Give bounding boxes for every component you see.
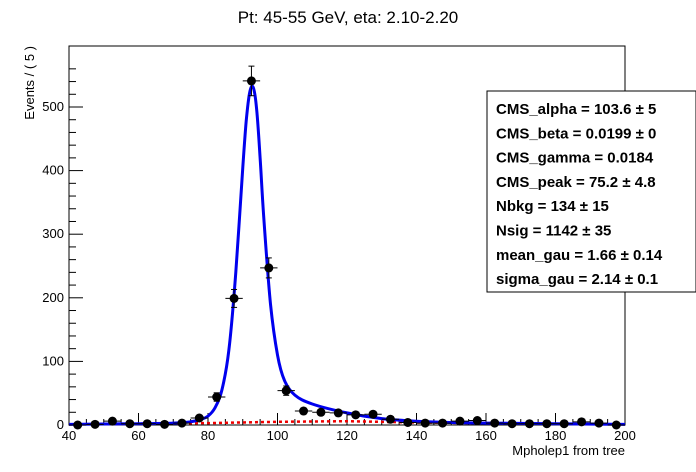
- data-marker: [611, 420, 621, 430]
- data-point: [242, 65, 261, 97]
- data-point: [590, 418, 608, 428]
- data-marker: [125, 419, 135, 429]
- data-point: [451, 416, 469, 426]
- data-point: [486, 418, 504, 428]
- x-axis-title: Mpholep1 from tree: [512, 443, 625, 458]
- data-point: [399, 417, 417, 427]
- data-point: [347, 410, 365, 420]
- data-point: [260, 257, 278, 279]
- y-tick-label: 0: [57, 417, 64, 432]
- data-marker: [507, 419, 517, 429]
- data-point: [103, 416, 122, 426]
- y-tick-label: 100: [42, 353, 64, 368]
- fit-stats-box: [486, 90, 696, 293]
- data-point: [277, 385, 295, 396]
- data-point: [155, 419, 174, 429]
- fit-stats-lines: CMS_alpha = 103.6 ± 5 CMS_beta = 0.0199 ±…: [496, 101, 663, 288]
- x-tick-label: 60: [131, 428, 145, 443]
- data-marker: [90, 419, 100, 429]
- data-point: [572, 417, 591, 427]
- fit-param-cms-gamma: CMS_gamma = 0.0184: [496, 150, 654, 167]
- data-marker: [107, 416, 117, 426]
- data-marker: [490, 418, 500, 428]
- data-marker: [142, 419, 152, 429]
- fit-param-mean-gau: mean_gau = 1.66 ± 0.14: [496, 247, 663, 264]
- chart-title: Pt: 45-55 GeV, eta: 2.10-2.20: [238, 8, 459, 27]
- data-marker: [351, 410, 361, 420]
- data-point: [503, 419, 521, 429]
- data-point: [555, 419, 573, 429]
- x-tick-label: 120: [336, 428, 358, 443]
- data-marker: [333, 408, 343, 418]
- data-marker: [299, 406, 309, 416]
- fit-param-nbkg: Nbkg = 134 ± 15: [496, 198, 609, 215]
- x-tick-label: 100: [267, 428, 289, 443]
- data-marker: [246, 76, 256, 86]
- data-point: [138, 419, 156, 429]
- data-point: [312, 407, 330, 417]
- data-point: [190, 413, 208, 423]
- y-axis: 0 100 200 300 400 500: [42, 68, 83, 432]
- y-tick-label: 400: [42, 163, 64, 178]
- data-point: [520, 419, 539, 429]
- data-marker: [403, 417, 413, 427]
- data-point: [121, 419, 139, 429]
- x-tick-label: 80: [201, 428, 215, 443]
- data-marker: [594, 418, 604, 428]
- data-points-layer: [69, 65, 625, 430]
- data-point: [173, 418, 191, 428]
- data-marker: [73, 420, 83, 430]
- data-point: [86, 419, 104, 429]
- fit-param-cms-alpha: CMS_alpha = 103.6 ± 5: [496, 101, 656, 118]
- data-marker: [420, 418, 430, 428]
- fit-param-cms-peak: CMS_peak = 75.2 ± 4.8: [496, 174, 656, 191]
- data-point: [381, 414, 400, 424]
- data-point: [416, 418, 434, 428]
- y-tick-label: 300: [42, 226, 64, 241]
- data-marker: [542, 419, 552, 429]
- x-tick-label: 160: [475, 428, 497, 443]
- data-marker: [559, 419, 569, 429]
- data-point: [294, 406, 313, 416]
- data-point: [69, 420, 87, 430]
- data-point: [468, 416, 486, 426]
- data-marker: [229, 293, 239, 303]
- x-tick-label: 40: [62, 428, 76, 443]
- data-marker: [160, 419, 170, 429]
- data-marker: [194, 413, 204, 423]
- fit-param-cms-beta: CMS_beta = 0.0199 ± 0: [496, 125, 656, 142]
- fit-param-sigma-gau: sigma_gau = 2.14 ± 0.1: [496, 271, 658, 288]
- x-tick-label: 200: [614, 428, 636, 443]
- data-marker: [177, 418, 187, 428]
- data-marker: [281, 386, 291, 396]
- data-point: [538, 419, 556, 429]
- y-tick-label: 500: [42, 99, 64, 114]
- data-marker: [455, 416, 465, 426]
- x-tick-label: 180: [545, 428, 567, 443]
- data-marker: [438, 418, 448, 428]
- data-marker: [472, 416, 482, 426]
- data-point: [225, 288, 243, 308]
- data-marker: [316, 407, 326, 417]
- data-marker: [368, 409, 378, 419]
- data-point: [208, 392, 226, 402]
- data-point: [329, 408, 347, 418]
- y-tick-label: 200: [42, 290, 64, 305]
- data-marker: [385, 414, 395, 424]
- y-axis-title: Events / ( 5 ): [22, 46, 37, 120]
- data-point: [364, 409, 382, 419]
- x-tick-label: 140: [406, 428, 428, 443]
- data-point: [433, 418, 452, 428]
- data-marker: [264, 263, 274, 273]
- data-marker: [577, 417, 587, 427]
- data-point: [607, 420, 625, 430]
- data-marker: [524, 419, 534, 429]
- data-marker: [212, 392, 222, 402]
- fit-param-nsig: Nsig = 1142 ± 35: [496, 223, 611, 240]
